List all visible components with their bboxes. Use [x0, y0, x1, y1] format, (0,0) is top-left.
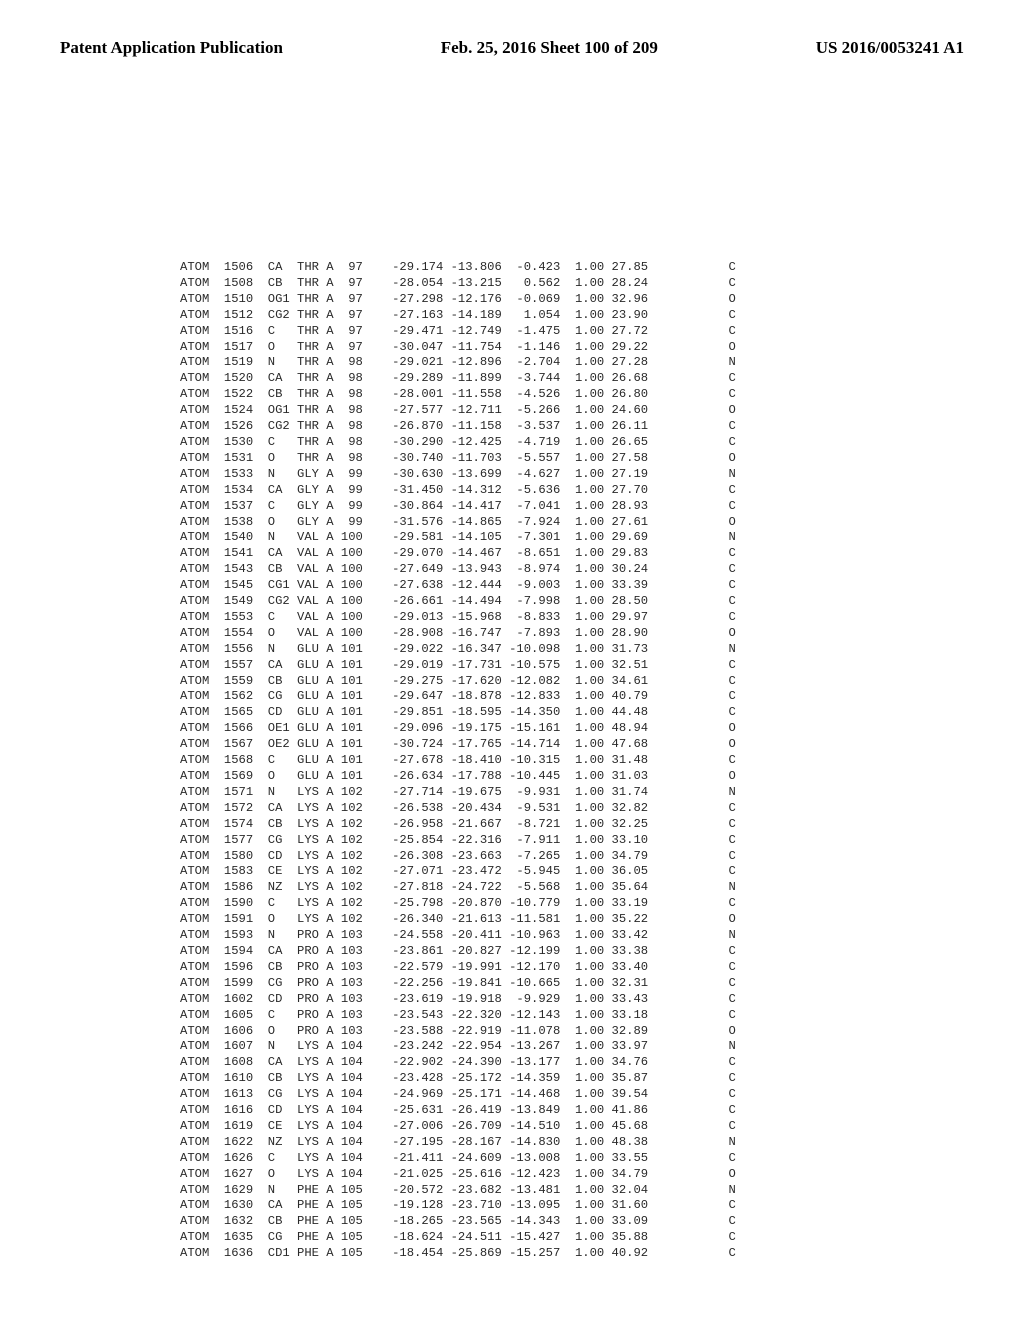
header-center: Feb. 25, 2016 Sheet 100 of 209 [441, 38, 658, 58]
page-header: Patent Application Publication Feb. 25, … [0, 38, 1024, 58]
header-left: Patent Application Publication [60, 38, 283, 58]
pdb-atom-table: ATOM 1506 CA THR A 97 -29.174 -13.806 -0… [180, 260, 736, 1262]
page: Patent Application Publication Feb. 25, … [0, 0, 1024, 1320]
header-right: US 2016/0053241 A1 [816, 38, 964, 58]
